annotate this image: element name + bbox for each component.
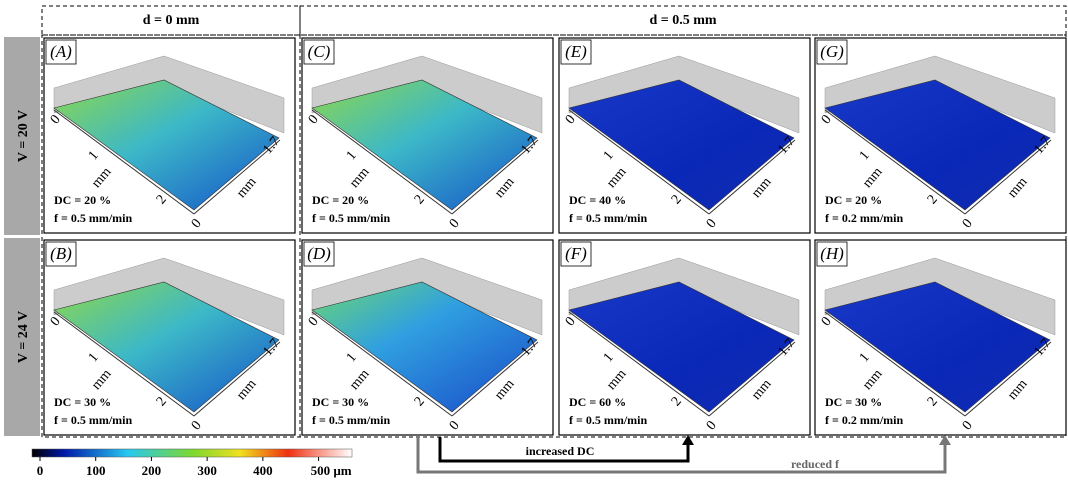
panel-label: (E) bbox=[565, 42, 587, 61]
condition-dc: DC = 20 % bbox=[54, 193, 111, 207]
condition-f: f = 0.5 mm/min bbox=[312, 211, 390, 225]
condition-dc: DC = 20 % bbox=[825, 193, 882, 207]
panel-label: (C) bbox=[308, 42, 331, 61]
condition-dc: DC = 30 % bbox=[54, 395, 111, 409]
colorbar-tick-label: 500 µm bbox=[311, 463, 352, 478]
arrow-label: increased DC bbox=[526, 444, 595, 458]
condition-f: f = 0.5 mm/min bbox=[312, 413, 390, 427]
colorbar-tick-label: 200 bbox=[142, 463, 162, 478]
row-header: V = 20 V bbox=[16, 110, 31, 162]
panel-label: (H) bbox=[820, 244, 844, 263]
colorbar-tick-label: 100 bbox=[86, 463, 106, 478]
condition-f: f = 0.5 mm/min bbox=[569, 211, 647, 225]
condition-dc: DC = 60 % bbox=[569, 395, 626, 409]
panel-label: (G) bbox=[820, 42, 844, 61]
colorbar bbox=[32, 449, 352, 457]
column-header: d = 0 mm bbox=[143, 13, 200, 28]
condition-f: f = 0.2 mm/min bbox=[825, 413, 903, 427]
condition-f: f = 0.2 mm/min bbox=[825, 211, 903, 225]
panel-label: (A) bbox=[50, 42, 72, 61]
condition-dc: DC = 20 % bbox=[312, 193, 369, 207]
condition-dc: DC = 40 % bbox=[569, 193, 626, 207]
condition-f: f = 0.5 mm/min bbox=[54, 413, 132, 427]
row-header: V = 24 V bbox=[16, 311, 31, 363]
colorbar-tick-label: 0 bbox=[37, 463, 44, 478]
panel-label: (B) bbox=[50, 244, 72, 263]
condition-f: f = 0.5 mm/min bbox=[54, 211, 132, 225]
panel-label: (F) bbox=[565, 244, 587, 263]
arrow-label: reduced f bbox=[791, 457, 840, 471]
panel-label: (D) bbox=[307, 244, 331, 263]
condition-f: f = 0.5 mm/min bbox=[569, 413, 647, 427]
condition-dc: DC = 30 % bbox=[312, 395, 369, 409]
colorbar-tick-label: 400 bbox=[253, 463, 273, 478]
figure: d = 0 mm d = 0.5 mm V = 20 V V = 24 V in… bbox=[0, 0, 1068, 481]
column-header: d = 0.5 mm bbox=[649, 13, 716, 28]
arrow bbox=[418, 437, 945, 472]
colorbar-tick-label: 300 bbox=[197, 463, 217, 478]
condition-dc: DC = 30 % bbox=[825, 395, 882, 409]
